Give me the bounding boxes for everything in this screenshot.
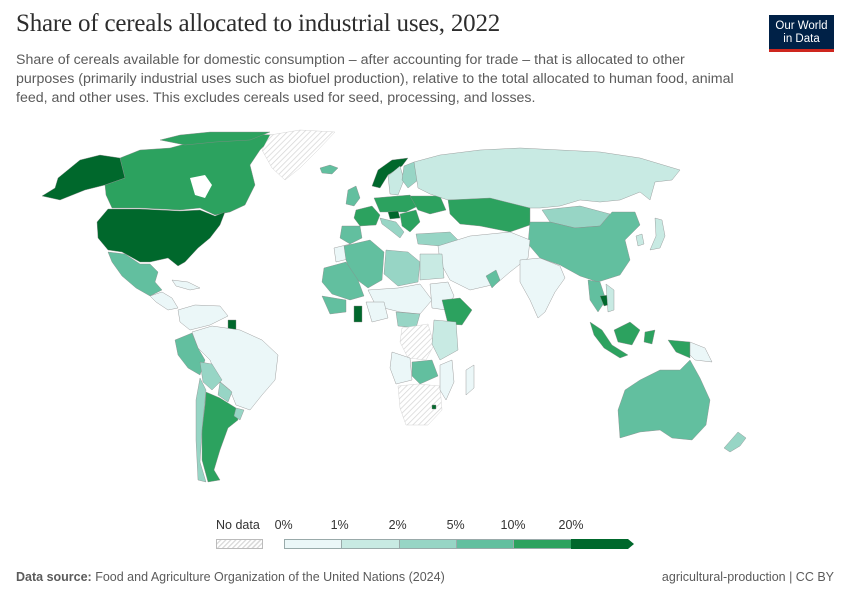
data-source-text[interactable]: Food and Agriculture Organization of the…: [95, 570, 445, 584]
region-romania[interactable]: [399, 209, 421, 233]
region-australia[interactable]: [617, 359, 711, 441]
legend-tick-1: 1%: [330, 518, 349, 532]
logo-line-1: Our World: [775, 20, 828, 32]
legend-tick-0: 0%: [274, 518, 293, 532]
chart-title: Share of cereals allocated to industrial…: [16, 10, 501, 37]
region-russia[interactable]: [413, 147, 681, 209]
region-egypt[interactable]: [419, 253, 445, 281]
region-mexico[interactable]: [107, 251, 163, 297]
region-borneo[interactable]: [613, 321, 641, 346]
legend-bin-3[interactable]: [455, 539, 514, 549]
region-hungary[interactable]: [387, 210, 401, 220]
region-ghana[interactable]: [353, 305, 363, 323]
region-vietnam[interactable]: [605, 283, 615, 313]
region-france[interactable]: [353, 205, 381, 227]
region-argentina[interactable]: [201, 391, 239, 483]
license-text[interactable]: agricultural-production | CC BY: [661, 570, 834, 584]
color-legend: No data 0% 1% 2% 5% 10% 20%: [214, 518, 644, 554]
region-brazil[interactable]: [191, 325, 279, 411]
region-germany-poland[interactable]: [373, 194, 419, 213]
legend-tick-4: 10%: [500, 518, 526, 532]
region-india[interactable]: [519, 257, 566, 319]
data-source: Data source: Food and Agriculture Organi…: [16, 570, 445, 584]
logo-line-2: in Data: [783, 33, 820, 45]
no-data-label: No data: [216, 518, 260, 532]
region-png[interactable]: [689, 341, 713, 363]
region-thailand-laos[interactable]: [587, 279, 607, 313]
region-chile[interactable]: [195, 377, 207, 483]
region-canada[interactable]: [104, 133, 276, 216]
region-japan[interactable]: [649, 217, 666, 251]
region-greenland[interactable]: [261, 129, 336, 181]
region-mozambique[interactable]: [439, 359, 455, 401]
region-spain[interactable]: [339, 225, 363, 245]
region-paraguay[interactable]: [217, 381, 233, 403]
region-kenya-tanzania[interactable]: [431, 319, 459, 361]
region-libya[interactable]: [383, 249, 421, 287]
region-canada-islands[interactable]: [159, 131, 271, 146]
legend-tick-3: 5%: [446, 518, 465, 532]
region-eswatini[interactable]: [431, 404, 437, 410]
region-uk[interactable]: [345, 185, 361, 207]
legend-bin-4[interactable]: [513, 539, 571, 549]
region-colombia-venezuela[interactable]: [177, 304, 229, 331]
region-norway[interactable]: [371, 157, 409, 189]
legend-bin-2[interactable]: [398, 539, 456, 549]
chart-subtitle: Share of cereals available for domestic …: [16, 52, 734, 106]
region-ukraine[interactable]: [409, 195, 447, 215]
region-sweden[interactable]: [387, 165, 405, 196]
region-mauritania-mali[interactable]: [321, 261, 365, 301]
region-new-zealand[interactable]: [723, 431, 747, 453]
region-uruguay[interactable]: [233, 407, 245, 421]
region-ethiopia[interactable]: [441, 297, 473, 326]
legend-bin-5[interactable]: [570, 539, 628, 549]
region-drc[interactable]: [399, 323, 435, 361]
legend-bin-0[interactable]: [284, 539, 342, 549]
color-scale: [284, 539, 634, 549]
region-finland[interactable]: [401, 161, 419, 189]
legend-bin-1[interactable]: [341, 539, 399, 549]
region-indonesia[interactable]: [589, 321, 629, 359]
region-korea[interactable]: [635, 233, 645, 247]
region-nigeria[interactable]: [365, 301, 389, 323]
region-middle-east[interactable]: [437, 231, 531, 291]
region-sulawesi-papua[interactable]: [643, 329, 691, 359]
region-italy-balkans[interactable]: [379, 217, 405, 239]
no-data-swatch[interactable]: [216, 539, 263, 549]
region-central-america[interactable]: [149, 291, 179, 311]
region-united-states[interactable]: [96, 208, 226, 267]
region-west-africa[interactable]: [321, 295, 347, 315]
legend-arrow-icon: [627, 539, 634, 549]
region-angola[interactable]: [389, 351, 413, 385]
data-source-label: Data source:: [16, 570, 92, 584]
owid-logo[interactable]: Our World in Data: [769, 15, 834, 52]
world-map[interactable]: [0, 120, 850, 520]
region-bolivia[interactable]: [199, 361, 223, 391]
region-caribbean[interactable]: [171, 279, 201, 291]
legend-tick-5: 20%: [558, 518, 584, 532]
region-madagascar[interactable]: [465, 364, 475, 396]
legend-tick-2: 2%: [388, 518, 407, 532]
region-china[interactable]: [527, 211, 641, 283]
region-iceland[interactable]: [319, 164, 339, 175]
region-oman[interactable]: [485, 269, 501, 289]
region-southern-africa[interactable]: [397, 383, 443, 426]
region-zambia[interactable]: [411, 359, 439, 385]
